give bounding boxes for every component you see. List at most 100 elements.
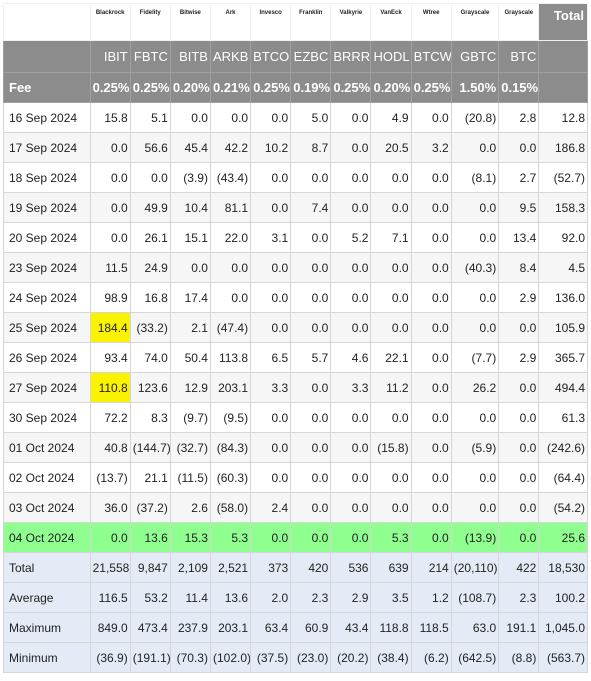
flow-cell: 0.0 (250, 402, 292, 433)
flow-cell: 36.0 (89, 492, 131, 523)
flow-cell: 10.4 (169, 192, 211, 223)
flow-cell: 0.0 (410, 372, 452, 403)
flow-cell: 8.7 (290, 132, 332, 163)
flow-cell: 98.9 (89, 282, 131, 313)
ticker-ibit: IBIT (89, 40, 131, 73)
flow-cell: 0.0 (250, 162, 292, 193)
daily-flows: 16 Sep 2024 15.8 5.1 0.0 0.0 0.0 5.0 0.0 4.9 0.0(… (3, 102, 588, 553)
stat-cell: 2.9 (330, 582, 372, 613)
flow-cell: 0.0 (330, 522, 372, 553)
fee-value: 0.25% (410, 72, 452, 103)
issuer-name: Valkyrie (330, 3, 372, 41)
stat-cell: (36.9) (89, 642, 131, 673)
table-row: 18 Sep 2024 0.0 0.0 (3.9) (43.4) 0.0 0.0 0.0 0.0… (3, 162, 588, 193)
flow-cell: 0.0 (410, 192, 452, 223)
issuer-row: Blackrock Fidelity Bitwise Ark Invesco Frankl… (3, 3, 588, 41)
flow-cell: (9.5) (209, 402, 252, 433)
row-total: 12.8 (538, 102, 588, 133)
stats-row-minimum: Minimum (36.9) (191.1) (70.3) (102.0) (37.5)(… (3, 642, 588, 673)
flow-cell: 26.2 (450, 372, 500, 403)
row-total: 365.7 (538, 342, 588, 373)
flow-cell: 0.0 (209, 102, 252, 133)
fee-value: 0.25% (330, 72, 372, 103)
stat-cell: 13.6 (209, 582, 252, 613)
stat-cell: (642.5) (450, 642, 500, 673)
flow-cell: 5.1 (129, 102, 171, 133)
stat-cell: 2,521 (209, 552, 252, 583)
flow-cell: 22.1 (370, 342, 412, 373)
row-date: 20 Sep 2024 (3, 222, 91, 253)
total-column-header: Total (538, 3, 588, 41)
flow-cell: 72.2 (89, 402, 131, 433)
stat-label: Maximum (3, 612, 91, 643)
flow-cell: 5.3 (370, 522, 412, 553)
flow-cell: (15.8) (370, 432, 412, 463)
ticker-gbtc: GBTC (450, 40, 500, 73)
flow-cell: 0.0 (330, 462, 372, 493)
flow-cell: 0.0 (250, 252, 292, 283)
table-row: 23 Sep 2024 11.5 24.9 0.0 0.0 0.0 0.0 0.0 0.0 0.0… (3, 252, 588, 283)
flow-cell: (5.9) (450, 432, 500, 463)
flow-cell: (40.3) (450, 252, 500, 283)
flow-cell: 0.0 (330, 312, 372, 343)
flow-cell: 0.0 (330, 162, 372, 193)
table-row: 16 Sep 2024 15.8 5.1 0.0 0.0 0.0 5.0 0.0 4.9 0.0(… (3, 102, 588, 133)
flow-cell: 49.9 (129, 192, 171, 223)
row-date: 02 Oct 2024 (3, 462, 91, 493)
flow-cell: 0.0 (290, 432, 332, 463)
row-total: (52.7) (538, 162, 588, 193)
row-total: (242.6) (538, 432, 588, 463)
flow-cell: 0.0 (450, 402, 500, 433)
flow-cell: 0.0 (290, 402, 332, 433)
row-date: 27 Sep 2024 (3, 372, 91, 403)
flow-cell: 13.6 (129, 522, 171, 553)
etf-flows-table: Blackrock Fidelity Bitwise Ark Invesco Frankl… (3, 3, 588, 673)
flow-cell: 203.1 (209, 372, 252, 403)
flow-cell: 5.2 (330, 222, 372, 253)
flow-cell: 0.0 (410, 162, 452, 193)
flow-cell: 42.2 (209, 132, 252, 163)
fee-label: Fee (3, 72, 91, 103)
flow-cell: (144.7) (129, 432, 171, 463)
flow-cell: 10.2 (250, 132, 292, 163)
flow-cell: 0.0 (250, 432, 292, 463)
stat-cell: (102.0) (209, 642, 252, 673)
flow-cell: 3.2 (410, 132, 452, 163)
flow-cell: 0.0 (498, 462, 540, 493)
flow-cell: 0.0 (410, 522, 452, 553)
issuer-name: Wtree (410, 3, 452, 41)
flow-cell: 0.0 (290, 372, 332, 403)
summary-stats: Total 21,558 9,847 2,109 2,521 373 420 536 639 21… (3, 552, 588, 673)
stat-cell: 191.1 (498, 612, 540, 643)
flow-cell: 12.9 (169, 372, 211, 403)
table-row: 25 Sep 2024 184.4 (33.2) 2.1 (47.4) 0.0 0.0 0.0… (3, 312, 588, 343)
stat-cell: 1.2 (410, 582, 452, 613)
flow-cell: (3.9) (169, 162, 211, 193)
flow-cell: 0.0 (498, 522, 540, 553)
flow-cell: 0.0 (410, 342, 452, 373)
flow-cell: 123.6 (129, 372, 171, 403)
stat-cell: 422 (498, 552, 540, 583)
flow-cell: 0.0 (209, 282, 252, 313)
flow-cell: 0.0 (330, 252, 372, 283)
flow-cell: 113.8 (209, 342, 252, 373)
flow-cell: 0.0 (410, 252, 452, 283)
row-total: 92.0 (538, 222, 588, 253)
flow-cell: (33.2) (129, 312, 171, 343)
flow-cell: 0.0 (450, 462, 500, 493)
flow-cell: 2.1 (169, 312, 211, 343)
flow-cell: 0.0 (450, 132, 500, 163)
stat-cell: 473.4 (129, 612, 171, 643)
flow-cell: (32.7) (169, 432, 211, 463)
flow-cell: 0.0 (330, 282, 372, 313)
table-row: 03 Oct 2024 36.0 (37.2) 2.6 (58.0) 2.4 0.0 0.0 0… (3, 492, 588, 523)
flow-cell: (43.4) (209, 162, 252, 193)
ticker-btc: BTC (498, 40, 540, 73)
flow-cell: 0.0 (498, 132, 540, 163)
stat-cell: 373 (250, 552, 292, 583)
flow-cell: 0.0 (370, 162, 412, 193)
flow-cell: 0.0 (410, 102, 452, 133)
row-total: 494.4 (538, 372, 588, 403)
flow-cell: 8.3 (129, 402, 171, 433)
flow-cell: 0.0 (290, 162, 332, 193)
